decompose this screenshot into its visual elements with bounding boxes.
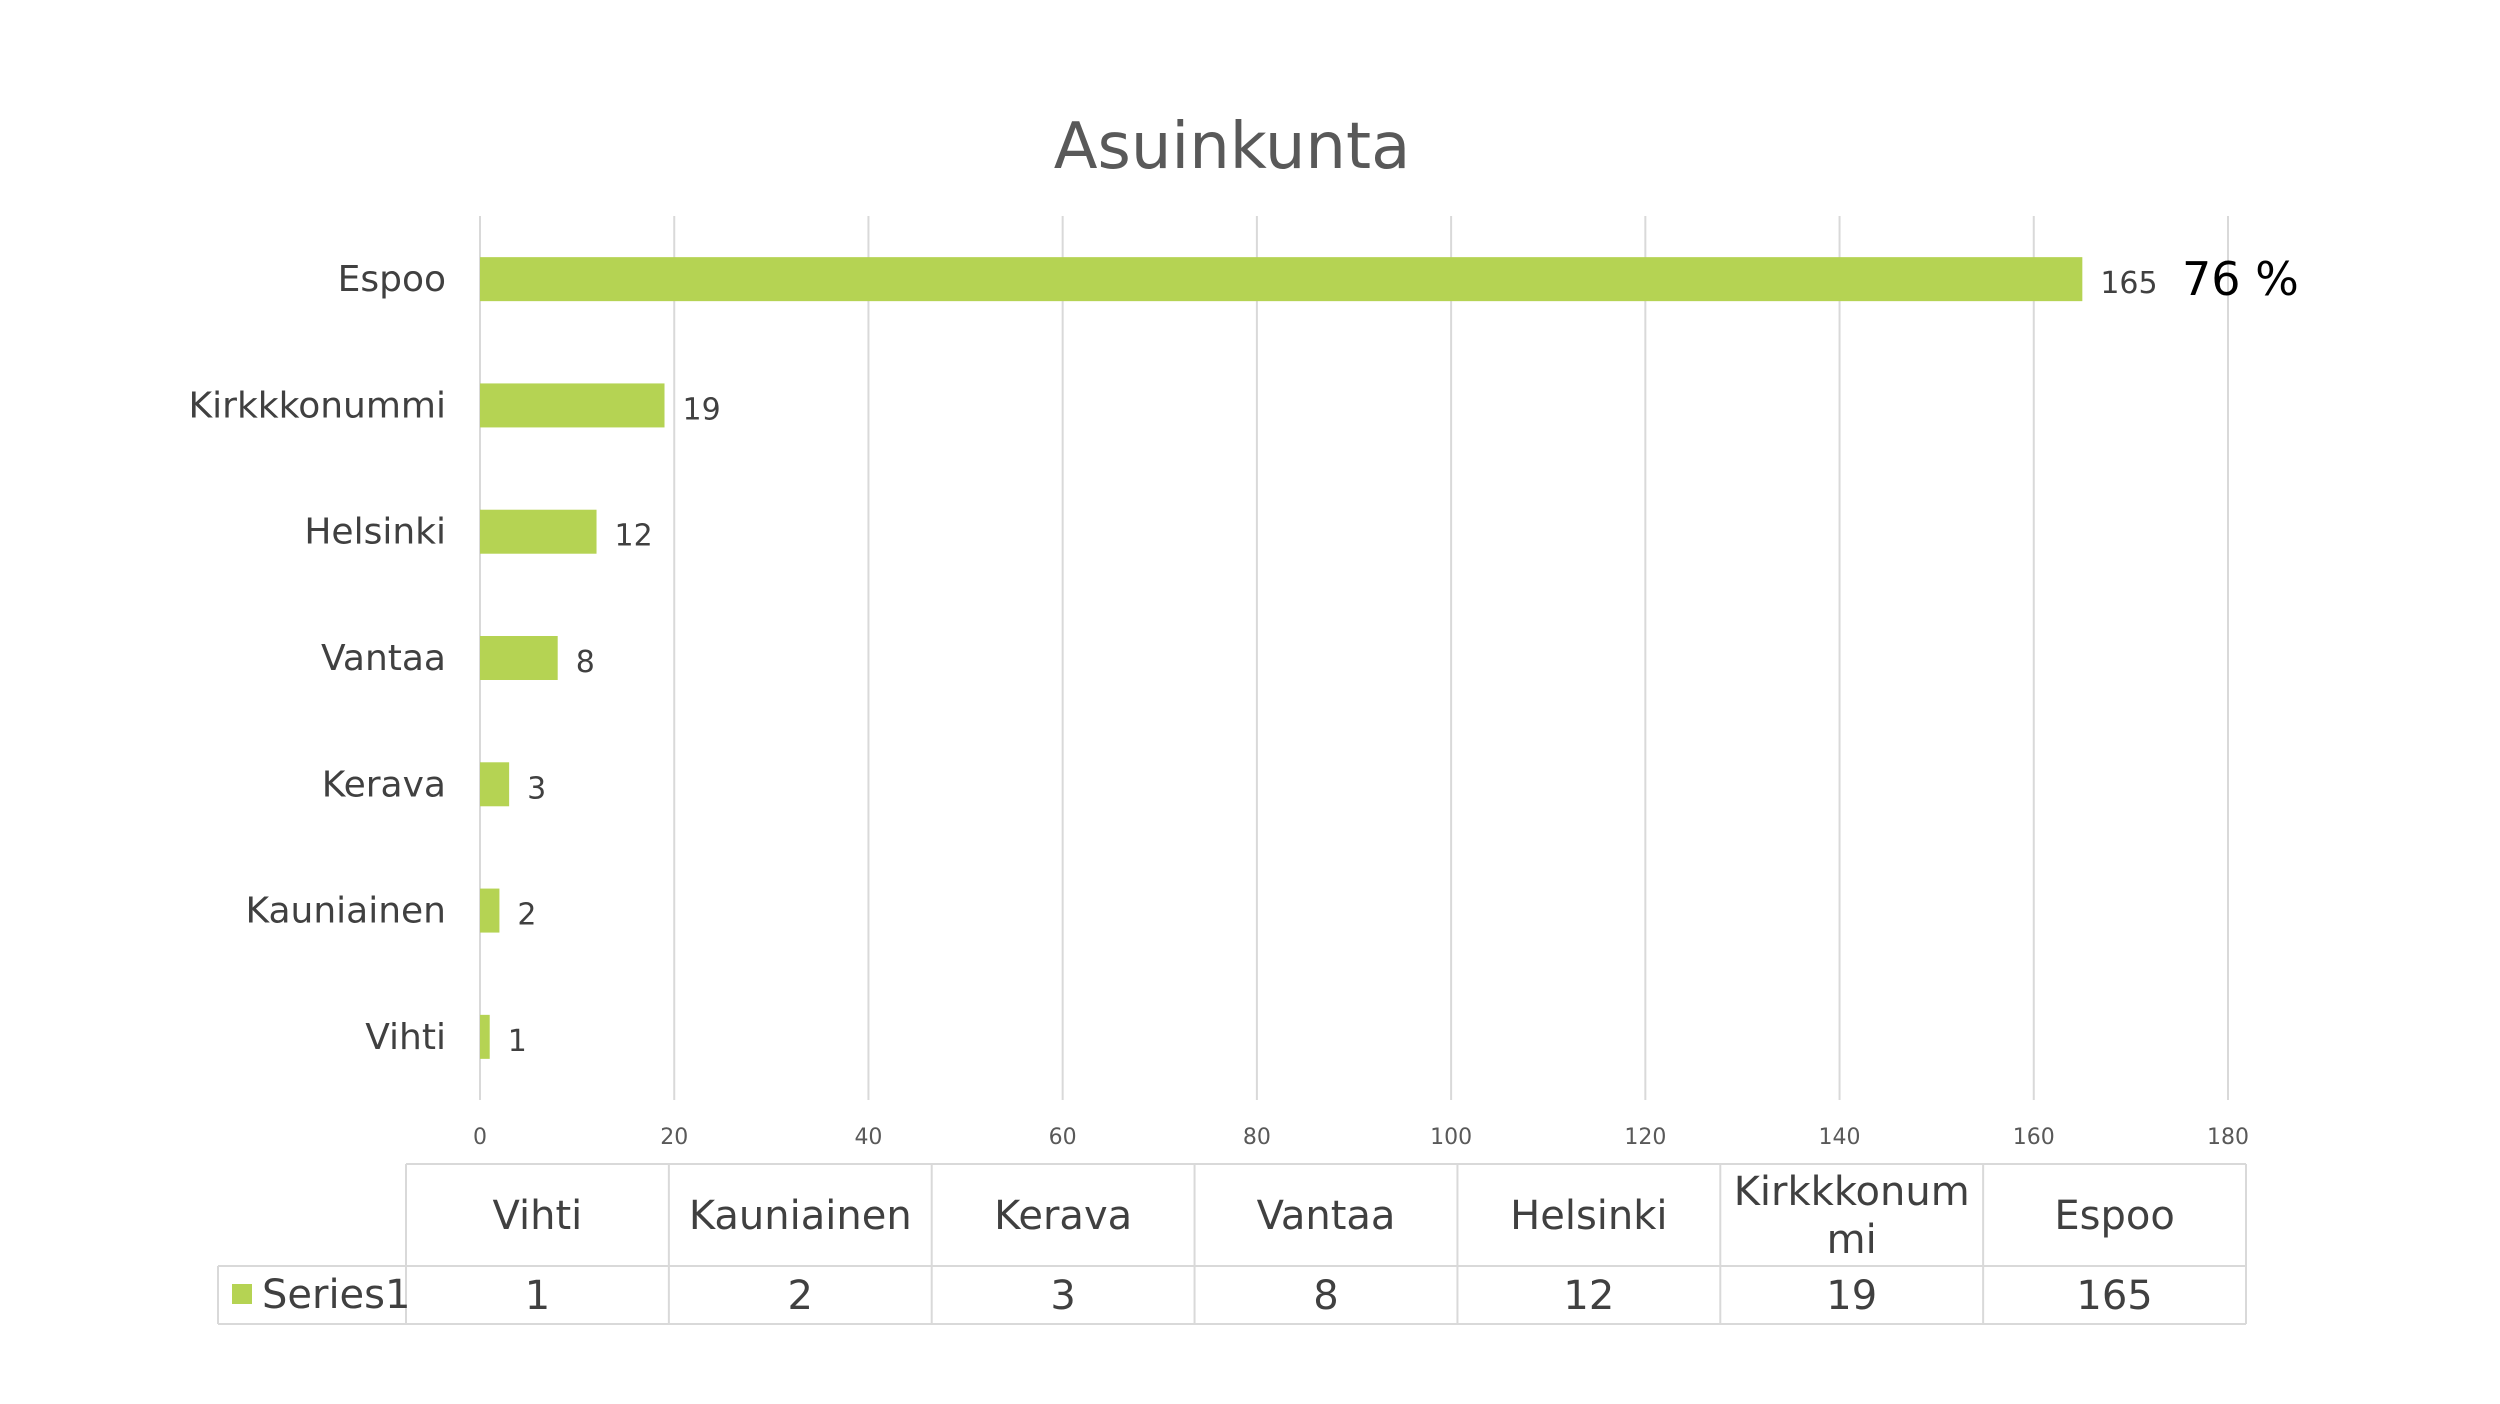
legend-swatch bbox=[232, 1284, 252, 1304]
data-label-vihti: 1 bbox=[508, 1024, 527, 1059]
table-value-kerava: 3 bbox=[1050, 1273, 1075, 1319]
category-label-vihti: Vihti bbox=[365, 1017, 446, 1058]
bar-espoo bbox=[480, 257, 2083, 302]
data-label-helsinki: 12 bbox=[615, 519, 653, 554]
table-value-vihti: 1 bbox=[525, 1273, 550, 1319]
x-axis-ticks: 0 20 40 60 80 100 120 140 160 180 bbox=[473, 1125, 2249, 1150]
table-header-kauniainen: Kauniainen bbox=[689, 1193, 912, 1239]
category-label-vantaa: Vantaa bbox=[321, 638, 446, 679]
category-label-kerava: Kerava bbox=[322, 764, 446, 805]
data-label-vantaa: 8 bbox=[576, 645, 595, 680]
percent-annotation: 76 % bbox=[2182, 252, 2299, 306]
category-label-espoo: Espoo bbox=[338, 259, 446, 300]
table-header-kirkkkonummi-line-1: Kirkkkonum bbox=[1734, 1169, 1970, 1215]
legend-series-label: Series1 bbox=[262, 1272, 410, 1318]
table-header-kirkkkonummi-line-2: mi bbox=[1827, 1217, 1877, 1263]
x-tick-label-80: 80 bbox=[1243, 1125, 1271, 1150]
x-tick-label-100: 100 bbox=[1430, 1125, 1472, 1150]
bar-kauniainen bbox=[480, 888, 500, 933]
x-tick-label-40: 40 bbox=[854, 1125, 882, 1150]
x-tick-label-60: 60 bbox=[1049, 1125, 1077, 1150]
bars bbox=[480, 257, 2083, 1059]
category-label-kirkkkonummi: Kirkkkonummi bbox=[189, 385, 446, 426]
x-tick-label-180: 180 bbox=[2207, 1125, 2249, 1150]
table-header-espoo: Espoo bbox=[2054, 1193, 2174, 1239]
bar-kirkkkonummi bbox=[480, 383, 665, 428]
category-label-helsinki: Helsinki bbox=[304, 512, 446, 553]
table-header-kerava: Kerava bbox=[994, 1193, 1132, 1239]
data-label-espoo: 165 bbox=[2100, 266, 2157, 301]
x-tick-label-0: 0 bbox=[473, 1125, 487, 1150]
chart-title: Asuinkunta bbox=[1054, 110, 1411, 184]
table-value-kauniainen: 2 bbox=[788, 1273, 813, 1319]
bar-kerava bbox=[480, 762, 510, 807]
table-header-helsinki: Helsinki bbox=[1510, 1193, 1667, 1239]
bar-helsinki bbox=[480, 509, 597, 554]
table-header-vihti: Vihti bbox=[493, 1193, 583, 1239]
data-table: Vihti 1 Kauniainen 2 Kerava 3 Vantaa 8 Helsinki 1… bbox=[217, 1163, 2247, 1325]
table-value-kirkkkonummi: 19 bbox=[1826, 1273, 1877, 1319]
x-tick-label-140: 140 bbox=[1819, 1125, 1861, 1150]
x-tick-label-160: 160 bbox=[2013, 1125, 2055, 1150]
data-labels: 165 19 12 8 3 2 1 bbox=[508, 266, 2158, 1059]
category-labels: Espoo Kirkkkonummi Helsinki Vantaa Kerava Kau… bbox=[189, 259, 446, 1058]
table-value-espoo: 165 bbox=[2076, 1273, 2152, 1319]
data-label-kirkkkonummi: 19 bbox=[683, 392, 721, 427]
table-value-helsinki: 12 bbox=[1563, 1273, 1614, 1319]
x-tick-label-20: 20 bbox=[660, 1125, 688, 1150]
table-header-vantaa: Vantaa bbox=[1257, 1193, 1396, 1239]
data-label-kauniainen: 2 bbox=[517, 898, 536, 933]
bar-vantaa bbox=[480, 636, 558, 680]
gridlines bbox=[479, 216, 2229, 1100]
bar-vihti bbox=[480, 1014, 490, 1059]
table-value-vantaa: 8 bbox=[1313, 1273, 1338, 1319]
category-label-kauniainen: Kauniainen bbox=[245, 891, 446, 932]
x-tick-label-120: 120 bbox=[1624, 1125, 1666, 1150]
data-label-kerava: 3 bbox=[527, 771, 546, 806]
